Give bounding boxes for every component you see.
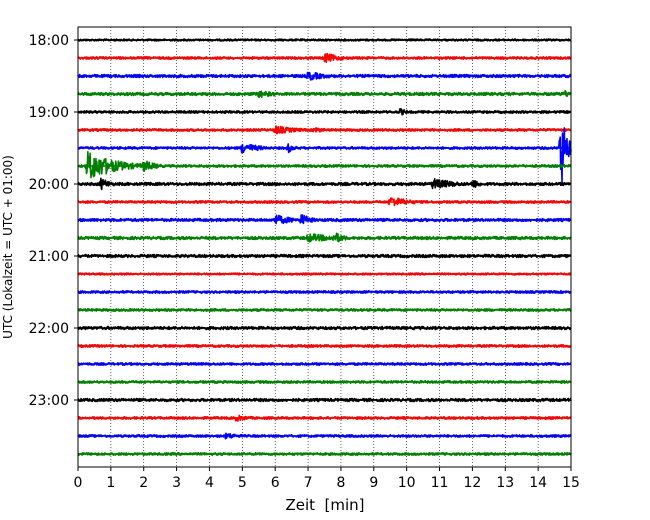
seismogram-trace xyxy=(77,125,572,135)
x-tick-label: 14 xyxy=(529,475,547,491)
seismogram-trace xyxy=(77,38,572,42)
y-axis-label: UTC (Lokalzeit = UTC + 01:00) xyxy=(1,155,15,339)
x-tick-label: 13 xyxy=(496,475,514,491)
seismogram-trace xyxy=(77,307,572,312)
x-tick-label: 3 xyxy=(172,475,181,491)
grid-layer xyxy=(110,27,539,467)
seismogram-trace xyxy=(77,414,572,422)
seismogram-trace xyxy=(77,150,572,179)
x-tick-label: 7 xyxy=(304,475,313,491)
trace-layer xyxy=(77,38,572,457)
seismogram-trace xyxy=(77,361,572,367)
seismogram-trace xyxy=(77,451,572,457)
x-tick-label: 5 xyxy=(238,475,247,491)
trace-line xyxy=(77,71,572,81)
x-tick-label: 10 xyxy=(398,475,416,491)
seismogram-trace xyxy=(77,325,572,331)
seismogram-trace xyxy=(77,379,572,385)
y-tick-label: 22:00 xyxy=(29,321,69,337)
seismogram-trace xyxy=(77,89,572,99)
seismogram-trace xyxy=(77,197,572,207)
y-tick-label: 20:00 xyxy=(29,177,69,193)
seismogram-trace xyxy=(77,52,572,64)
x-axis-label: Zeit [min] xyxy=(285,496,364,514)
x-tick-label: 2 xyxy=(139,475,148,491)
seismogram-trace xyxy=(77,432,572,440)
x-tick-label: 12 xyxy=(463,475,481,491)
seismogram-trace xyxy=(77,232,572,243)
seismogram-trace xyxy=(77,397,572,403)
x-tick-label: 6 xyxy=(271,475,280,491)
seismogram-trace xyxy=(77,253,572,259)
plot-frame xyxy=(77,26,572,468)
axis-layer: 0 1 2 3 4 5 6 7 8 9 10 11 12 13 14 1518:0019:0020:0021:… xyxy=(29,33,580,491)
seismogram-trace xyxy=(77,108,572,116)
seismogram-trace xyxy=(77,71,572,81)
x-tick-label: 9 xyxy=(369,475,378,491)
y-tick-label: 23:00 xyxy=(29,393,69,409)
x-tick-label: 1 xyxy=(106,475,115,491)
y-tick-label: 21:00 xyxy=(29,249,69,265)
seismogram-trace xyxy=(77,177,572,191)
y-tick-label: 18:00 xyxy=(29,33,69,49)
seismogram-trace xyxy=(77,214,572,225)
seismogram-trace xyxy=(77,127,572,184)
seismogram-trace xyxy=(77,272,572,276)
seismogram-trace xyxy=(77,289,572,295)
x-tick-label: 11 xyxy=(431,475,449,491)
x-tick-label: 4 xyxy=(205,475,214,491)
x-tick-label: 8 xyxy=(336,475,345,491)
x-tick-label: 15 xyxy=(562,475,580,491)
x-tick-label: 0 xyxy=(74,475,83,491)
seismogram-trace xyxy=(77,343,572,349)
y-tick-label: 19:00 xyxy=(29,105,69,121)
